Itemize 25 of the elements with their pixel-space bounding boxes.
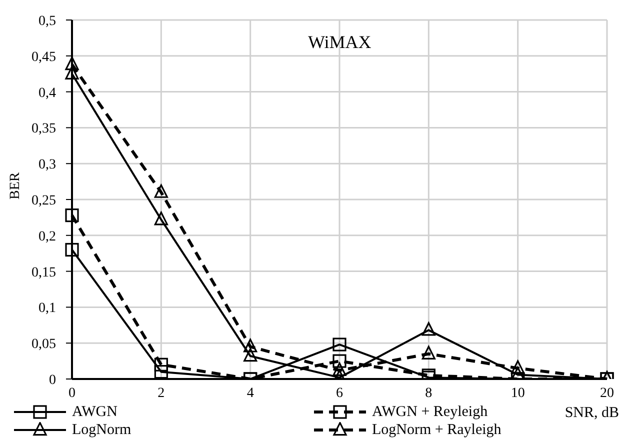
legend-label: AWGN (72, 404, 118, 420)
y-tick-label: 0,1 (38, 301, 56, 316)
y-tick-label: 0,3 (38, 158, 56, 173)
x-tick-label: 8 (425, 386, 432, 401)
legend-label: AWGN + Reyleigh (372, 404, 488, 420)
legend-label: LogNorm (72, 422, 132, 438)
x-tick-label: 6 (336, 386, 343, 401)
y-tick-label: 0,15 (32, 265, 56, 280)
x-tick-label: 4 (246, 386, 254, 401)
y-tick-label: 0,05 (32, 337, 56, 352)
y-tick-label: 0,45 (32, 50, 56, 65)
x-tick-label: 20 (600, 386, 614, 401)
y-tick-label: 0,5 (38, 14, 56, 29)
legend-label: LogNorm + Rayleigh (372, 422, 502, 438)
y-tick-label: 0,25 (32, 193, 56, 208)
text: WiMAX (308, 32, 372, 53)
y-tick-label: 0,35 (32, 122, 56, 137)
y-tick-label: 0,4 (38, 86, 56, 101)
y-tick-label: 0 (49, 372, 56, 388)
x-axis-title: SNR, dB (564, 404, 619, 422)
x-tick-label: 2 (158, 386, 165, 401)
y-tick-label: 0,2 (38, 229, 56, 244)
y-axis-title: BER (8, 172, 23, 200)
x-tick-label: 10 (510, 386, 525, 401)
x-tick-label: 0 (68, 386, 76, 401)
